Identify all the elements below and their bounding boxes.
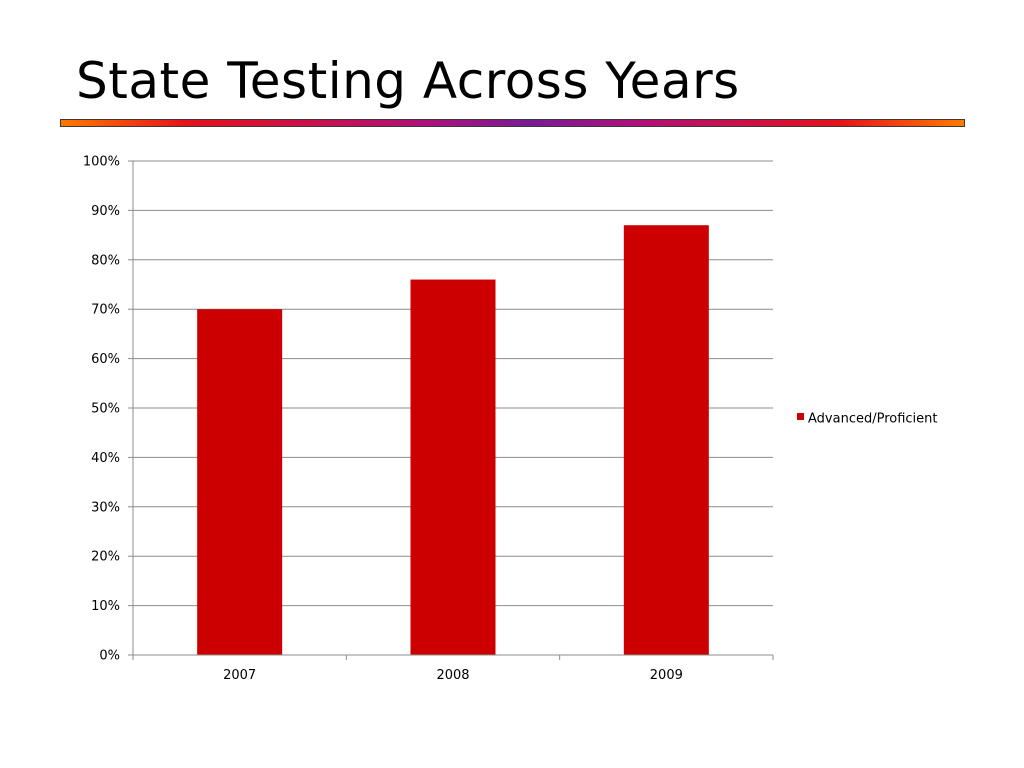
bar-2007 bbox=[197, 309, 283, 655]
y-tick-label: 20% bbox=[91, 550, 120, 565]
y-tick-label: 40% bbox=[91, 451, 120, 466]
title-divider bbox=[60, 119, 965, 127]
y-tick-label: 60% bbox=[91, 352, 120, 367]
legend-swatch bbox=[797, 413, 804, 420]
bars bbox=[197, 225, 709, 655]
x-tick-label: 2008 bbox=[436, 668, 469, 683]
legend: Advanced/Proficient bbox=[797, 412, 938, 427]
y-axis-ticks: 0% 10% 20% 30% 40% 50% 60% 70% 80% 90% 100% bbox=[83, 155, 133, 664]
legend-label: Advanced/Proficient bbox=[808, 412, 938, 427]
y-tick-label: 30% bbox=[91, 500, 120, 515]
y-tick-label: 0% bbox=[99, 649, 120, 664]
x-tick-label: 2009 bbox=[650, 668, 683, 683]
y-tick-label: 80% bbox=[91, 253, 120, 268]
x-axis-ticks: 2007 2008 2009 bbox=[132, 655, 774, 683]
y-tick-label: 100% bbox=[83, 155, 120, 170]
bar-2008 bbox=[410, 279, 496, 655]
y-tick-label: 50% bbox=[91, 402, 120, 417]
bar-2009 bbox=[623, 225, 709, 655]
y-tick-label: 10% bbox=[91, 599, 120, 614]
x-tick-label: 2007 bbox=[223, 668, 256, 683]
y-tick-label: 70% bbox=[91, 303, 120, 318]
y-tick-label: 90% bbox=[91, 204, 120, 219]
slide-title: State Testing Across Years bbox=[76, 52, 740, 110]
